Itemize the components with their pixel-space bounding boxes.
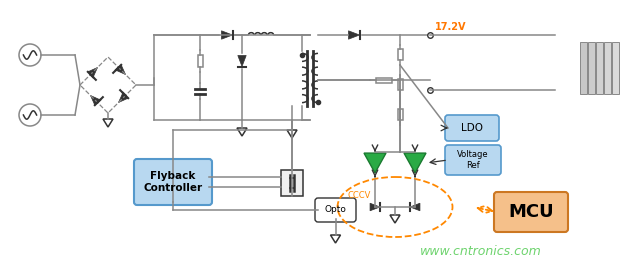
Polygon shape — [88, 68, 98, 77]
Polygon shape — [364, 153, 386, 173]
Polygon shape — [238, 55, 246, 67]
Bar — [281, 170, 303, 196]
FancyBboxPatch shape — [134, 159, 212, 205]
Bar — [398, 80, 402, 90]
Bar — [612, 42, 619, 94]
Text: CCCV: CCCV — [348, 191, 371, 200]
FancyBboxPatch shape — [445, 115, 499, 141]
Text: Opto: Opto — [324, 205, 346, 214]
FancyBboxPatch shape — [445, 145, 501, 175]
Text: Voltage
Ref: Voltage Ref — [458, 150, 489, 170]
Text: 17.2V: 17.2V — [435, 22, 466, 32]
Bar — [588, 42, 595, 94]
Polygon shape — [116, 65, 126, 74]
Bar — [198, 55, 202, 67]
FancyBboxPatch shape — [315, 198, 356, 222]
Bar — [376, 77, 391, 82]
Bar — [398, 109, 402, 120]
Polygon shape — [91, 95, 100, 105]
Polygon shape — [404, 153, 426, 173]
Polygon shape — [221, 31, 232, 39]
Bar — [398, 49, 402, 60]
Text: Flyback
Controller: Flyback Controller — [144, 171, 202, 193]
Polygon shape — [349, 31, 359, 39]
Text: LDO: LDO — [461, 123, 483, 133]
Text: MCU: MCU — [508, 203, 554, 221]
Polygon shape — [370, 203, 380, 211]
Polygon shape — [119, 93, 128, 103]
Bar — [596, 42, 603, 94]
FancyBboxPatch shape — [494, 192, 568, 232]
Polygon shape — [410, 203, 420, 211]
Text: www.cntronics.com: www.cntronics.com — [420, 245, 542, 258]
Bar — [604, 42, 611, 94]
Bar — [580, 42, 587, 94]
